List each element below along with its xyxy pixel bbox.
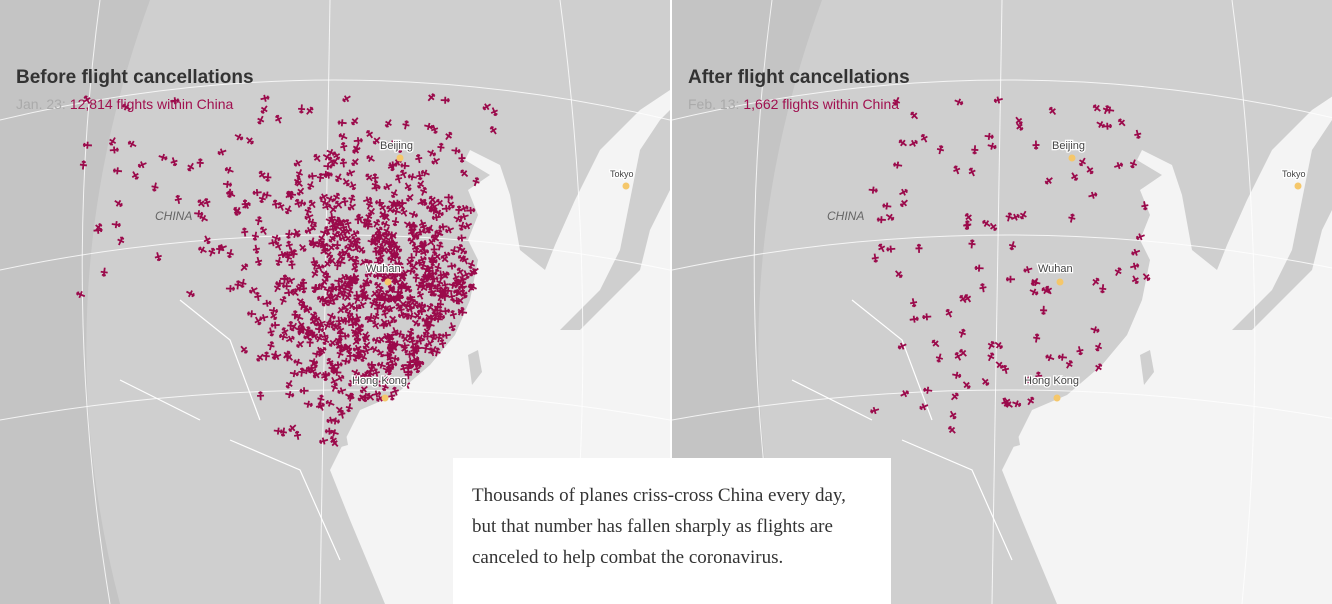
city-label: Beijing: [1052, 140, 1085, 152]
border: [791, 379, 873, 421]
land-japan: [560, 110, 670, 330]
city-dot: [1053, 394, 1061, 402]
panel-title: Before flight cancellations: [16, 67, 254, 88]
panel-subtitle: Jan. 23: 12,814 flights within China: [16, 96, 233, 112]
city-label: Hong Kong: [1024, 375, 1079, 387]
graticule: [81, 0, 111, 604]
date: Feb. 13:: [688, 96, 739, 112]
date: Jan. 23:: [16, 96, 66, 112]
land-japan: [1232, 120, 1332, 330]
city-label: Wuhan: [366, 263, 401, 275]
city-dot: [1068, 154, 1076, 162]
land-shade: [672, 0, 822, 604]
graticule: [0, 79, 670, 121]
land-shade: [0, 0, 150, 604]
map: CHINA Beijing Wuhan Hong Kong Tokyo After fli…: [672, 0, 1332, 604]
border: [901, 439, 1013, 561]
city-dot: [1056, 278, 1064, 286]
border: [851, 299, 933, 421]
city-dot: [384, 278, 392, 286]
land-hainan: [997, 428, 1020, 450]
graticule: [672, 389, 1332, 421]
city-label: Wuhan: [1038, 263, 1073, 275]
country-label: CHINA: [155, 209, 192, 223]
graticule: [991, 0, 1003, 604]
city-label: Tokyo: [1282, 169, 1306, 179]
city-dot: [622, 182, 630, 190]
land-taiwan: [468, 350, 482, 385]
border: [179, 299, 261, 421]
sea: [1002, 96, 1332, 604]
city-label: Hong Kong: [352, 375, 407, 387]
panel-title: After flight cancellations: [688, 67, 910, 88]
country-label: CHINA: [827, 209, 864, 223]
border: [119, 379, 201, 421]
panel-subtitle: Feb. 13: 1,662 flights within China: [688, 96, 899, 112]
city-label: Beijing: [380, 140, 413, 152]
graticule: [672, 79, 1332, 121]
city-dot: [396, 154, 404, 162]
city-dot: [381, 394, 389, 402]
caption: Thousands of planes criss-cross China ev…: [453, 458, 891, 604]
graticule: [0, 389, 670, 421]
border: [229, 439, 341, 561]
flight-count: 12,814 flights within China: [70, 96, 234, 112]
land-taiwan: [1140, 350, 1154, 385]
city-dot: [1294, 182, 1302, 190]
graticule: [672, 234, 1332, 271]
graticule: [1231, 0, 1256, 604]
map-panel: CHINA Beijing Wuhan Hong Kong Tokyo After fli…: [672, 0, 1332, 604]
city-label: Tokyo: [610, 169, 634, 179]
flight-count: 1,662 flights within China: [743, 96, 899, 112]
